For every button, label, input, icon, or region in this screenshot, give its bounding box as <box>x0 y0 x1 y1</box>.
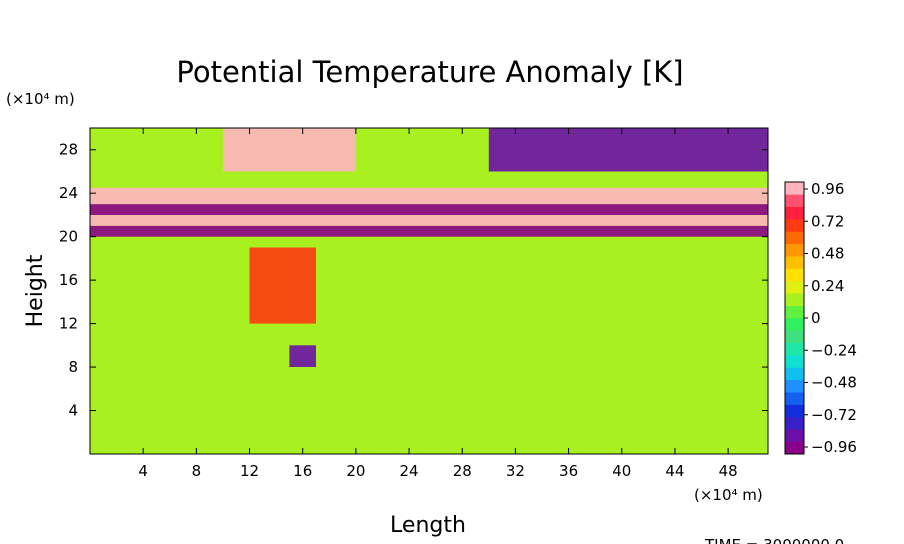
x-unit-label: (×10⁴ m) <box>694 486 763 504</box>
plot-frame <box>89 127 769 455</box>
anomaly-feature-0 <box>90 225 768 237</box>
x-tick-label-12: 12 <box>240 462 259 480</box>
y-unit-label: (×10⁴ m) <box>6 90 75 108</box>
colorbar-swatch-2 <box>785 416 804 430</box>
colorbar-swatch-11 <box>785 305 804 319</box>
colorbar-swatch-5 <box>785 379 804 393</box>
colorbar-swatch-3 <box>785 404 804 418</box>
colorbar-swatch-20 <box>785 194 804 208</box>
colorbar-label-6: −0.48 <box>811 374 857 392</box>
y-tick-label-20: 20 <box>59 228 78 246</box>
colorbar-swatch-16 <box>785 243 804 257</box>
x-tick-label-44: 44 <box>665 462 684 480</box>
colorbar-swatch-8 <box>785 342 804 356</box>
y-tick-label-4: 4 <box>68 402 78 420</box>
colorbar-swatch-12 <box>785 293 804 306</box>
y-tick-label-12: 12 <box>59 315 78 333</box>
x-axis-ticks: 4 8 12 16 20 24 28 32 36 40 44 48 <box>138 128 738 480</box>
anomaly-feature-6 <box>488 128 768 172</box>
x-tick-label-24: 24 <box>400 462 419 480</box>
colorbar-swatch-6 <box>785 367 804 381</box>
anomaly-feature-5 <box>289 345 316 367</box>
anomaly-feature-7 <box>222 128 356 172</box>
colorbar-label-4: 0 <box>811 309 821 327</box>
x-tick-label-4: 4 <box>138 462 148 480</box>
y-tick-label-28: 28 <box>59 141 78 159</box>
anomaly-feature-4 <box>249 247 316 324</box>
colorbar-swatch-17 <box>785 231 804 245</box>
colorbar-label-7: −0.72 <box>811 406 857 424</box>
y-axis-ticks: 4 8 12 16 20 24 28 <box>59 141 768 420</box>
colorbar-labels: 0.96 0.72 0.48 0.24 0 −0.24 −0.48 −0.72 −0.96 <box>804 180 857 456</box>
chart-title: Potential Temperature Anomaly [K] <box>176 55 683 89</box>
x-tick-label-28: 28 <box>453 462 472 480</box>
y-tick-label-24: 24 <box>59 184 78 202</box>
colorbar <box>784 181 805 455</box>
colorbar-swatch-4 <box>785 392 804 405</box>
anomaly-feature-3 <box>90 187 768 205</box>
x-tick-label-16: 16 <box>293 462 312 480</box>
colorbar-label-2: 0.48 <box>811 245 844 263</box>
colorbar-label-3: 0.24 <box>811 277 844 295</box>
plot-area <box>90 128 768 454</box>
colorbar-swatch-14 <box>785 268 804 282</box>
y-tick-label-16: 16 <box>59 271 78 289</box>
x-tick-label-36: 36 <box>559 462 578 480</box>
colorbar-label-0: 0.96 <box>811 180 844 198</box>
colorbar-swatch-15 <box>785 256 804 269</box>
time-label: TIME = 3000000.0 <box>704 536 844 544</box>
colorbar-swatch-1 <box>785 429 804 442</box>
colorbar-swatch-0 <box>785 441 804 455</box>
anomaly-feature-1 <box>90 214 768 226</box>
colorbar-swatch-21 <box>785 182 804 195</box>
colorbar-label-5: −0.24 <box>811 341 857 359</box>
anomaly-feature-2 <box>90 204 768 215</box>
x-tick-label-8: 8 <box>192 462 202 480</box>
field-background <box>90 128 768 454</box>
x-tick-label-32: 32 <box>506 462 525 480</box>
colorbar-swatch-10 <box>785 318 804 331</box>
colorbar-swatch-7 <box>785 355 804 368</box>
colorbar-swatch-18 <box>785 219 804 232</box>
y-tick-label-8: 8 <box>68 358 78 376</box>
colorbar-swatch-19 <box>785 206 804 220</box>
x-tick-label-40: 40 <box>612 462 631 480</box>
colorbar-label-8: −0.96 <box>811 438 857 456</box>
x-axis-label: Length <box>390 513 466 538</box>
colorbar-swatch-13 <box>785 280 804 294</box>
y-axis-label: Height <box>23 254 48 327</box>
colorbar-swatch-9 <box>785 330 804 344</box>
x-tick-label-20: 20 <box>346 462 365 480</box>
colorbar-label-1: 0.72 <box>811 212 844 230</box>
x-tick-label-48: 48 <box>719 462 738 480</box>
